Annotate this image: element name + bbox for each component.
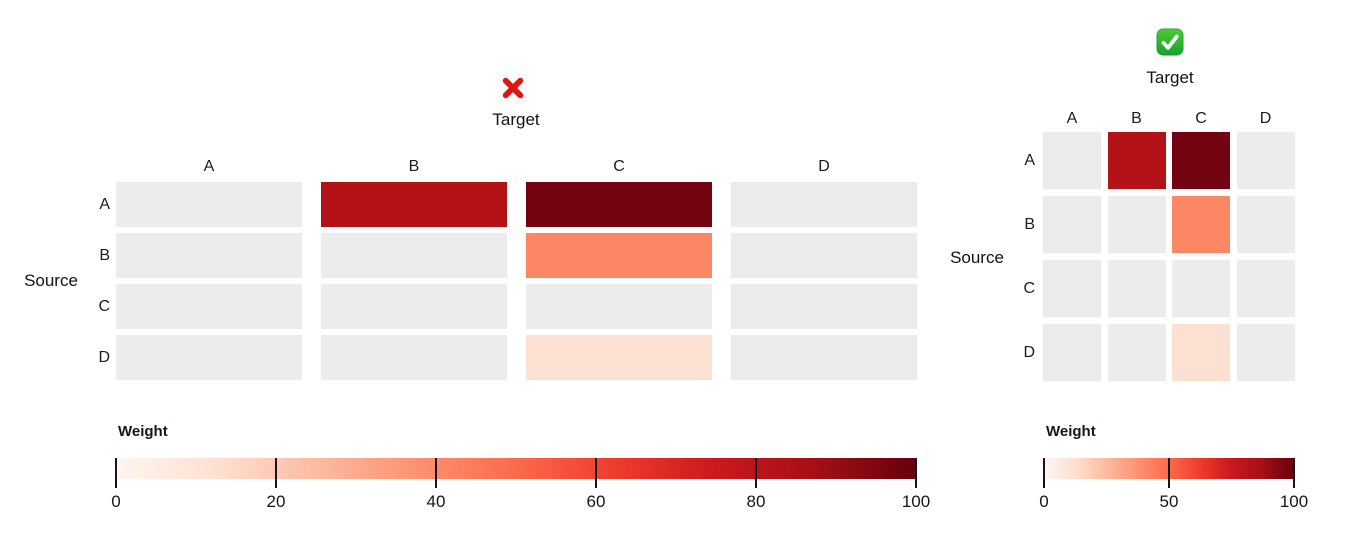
row-label: A [1024,151,1035,169]
heatmap-cell [1043,132,1101,189]
legend-tick [115,458,117,488]
cross-mark-icon [500,75,526,101]
heatmap-cell [1172,260,1230,317]
legend-tick [915,458,917,488]
heatmap-cell [526,335,712,380]
legend-tick-label: 100 [901,492,931,511]
heatmap-cell [731,284,917,329]
column-label: A [1066,110,1078,127]
heatmap-cell [731,182,917,227]
right-target-axis-title: Target [1146,68,1194,87]
legend-tick [755,458,757,488]
legend-tick [1293,458,1295,488]
legend-tick [435,458,437,488]
heatmap-cell [1172,324,1230,381]
legend-title: Weight [1046,423,1096,440]
check-mark-icon [1156,28,1184,56]
heatmap-cell [1172,132,1230,189]
heatmap-cell [1172,196,1230,253]
column-label: C [1195,110,1207,127]
legend-tick-label: 80 [746,492,766,511]
heatmap-cell [1043,324,1101,381]
heatmap-cell [321,182,507,227]
heatmap-cell [1107,260,1166,317]
column-label: B [1131,110,1142,127]
heatmap-cell [1236,196,1295,253]
row-label: C [1023,279,1035,297]
heatmap-cell [116,233,302,278]
heatmap-cell [1236,324,1295,381]
column-label: A [203,158,215,175]
left-source-axis-title: Source [24,271,78,290]
heatmap-cell [321,233,507,278]
heatmap-cell [116,284,302,329]
heatmap-cell [1107,132,1166,189]
legend-tick-label: 0 [1039,492,1049,511]
heatmap-cell [1107,196,1166,253]
legend-tick-label: 60 [586,492,606,511]
heatmap-cell [526,233,712,278]
column-label: D [1259,110,1272,127]
legend-tick-label: 0 [111,492,121,511]
heatmap-cell [1236,260,1295,317]
legend-tick-label: 20 [266,492,286,511]
legend-tick [1043,458,1045,488]
row-label: A [99,195,110,213]
column-label: D [818,158,830,175]
legend-tick-label: 40 [426,492,446,511]
heatmap-cell [321,284,507,329]
heatmap-cell [1043,260,1101,317]
heatmap-cell [321,335,507,380]
right-source-axis-title: Source [950,248,1004,267]
heatmap-cell [116,335,302,380]
legend-tick [275,458,277,488]
legend-tick [595,458,597,488]
heatmap-cell [1236,132,1295,189]
row-label: B [99,246,110,264]
heatmap-cell [116,182,302,227]
legend-tick [1168,458,1170,488]
row-label: B [1024,215,1035,233]
heatmap-cell [731,335,917,380]
legend-title: Weight [118,423,168,440]
heatmap-cell [526,182,712,227]
heatmap-cell [1107,324,1166,381]
row-label: C [98,297,110,315]
heatmap-cell [731,233,917,278]
heatmap-cell [1043,196,1101,253]
legend-tick-label: 50 [1159,492,1179,511]
legend-tick-label: 100 [1279,492,1309,511]
legend-gradient-bar [116,458,916,479]
row-label: D [1023,343,1035,361]
heatmap-cell [526,284,712,329]
row-label: D [98,348,110,366]
column-label: C [613,158,625,175]
left-target-axis-title: Target [492,110,540,129]
column-label: B [408,158,420,175]
